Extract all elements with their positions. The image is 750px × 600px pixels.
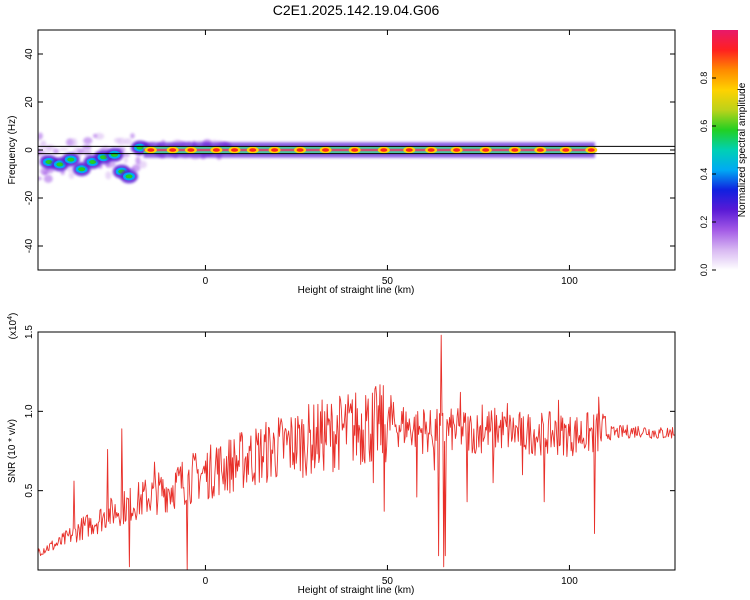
y-tick-label: 1.0 xyxy=(24,404,35,418)
x-tick-label: 50 xyxy=(382,576,394,587)
spectral-blob-core xyxy=(56,162,64,167)
spectral-noise-point xyxy=(52,148,60,155)
y-tick-label: -40 xyxy=(24,238,35,253)
colorbar: 0.0 0.2 0.4 0.6 0.8 Normalized spectral ampl… xyxy=(699,30,748,276)
spectral-noise-point xyxy=(46,144,55,151)
spectrogram-x-ticks: 0 50 100 xyxy=(203,30,578,287)
spectral-hotspot-core xyxy=(322,148,330,152)
spectral-hotspot-core xyxy=(147,148,155,152)
snr-series-line xyxy=(38,334,675,570)
y-tick-label: -20 xyxy=(24,190,35,205)
colorbar-tick-label: 0.0 xyxy=(699,264,709,277)
spectral-noise-point xyxy=(123,156,128,164)
y-tick-label: 0.5 xyxy=(24,483,35,497)
snr-y-axis-label: SNR (10 * v/v) xyxy=(7,419,18,483)
colorbar-label: Normalized spectral amplitude xyxy=(737,82,748,217)
snr-y-multiplier: (x104) xyxy=(7,313,19,340)
spectral-blob-core xyxy=(78,167,86,172)
colorbar-tick-label: 0.4 xyxy=(699,168,709,181)
colorbar-scale xyxy=(712,30,738,270)
spectral-hotspot-core xyxy=(212,148,220,152)
spectral-hotspot-core xyxy=(380,148,388,152)
spectral-noise-point xyxy=(43,174,53,183)
spectral-noise-point xyxy=(68,171,75,179)
spectral-hotspot-core xyxy=(453,148,461,152)
y-tick-label: 20 xyxy=(24,96,35,108)
spectral-noise-point xyxy=(77,148,85,155)
spectral-blob-core xyxy=(100,155,108,160)
y-tick-label: 0 xyxy=(24,147,35,153)
x-tick-label: 100 xyxy=(561,276,578,287)
spectral-hotspot-core xyxy=(482,148,490,152)
colorbar-tick-label: 0.8 xyxy=(699,72,709,85)
spectral-noise-point xyxy=(59,147,69,151)
y-tick-label: 40 xyxy=(24,48,35,60)
colorbar-tick-label: 0.2 xyxy=(699,216,709,229)
spectral-noise-point xyxy=(117,137,126,146)
spectral-blob-core xyxy=(125,174,133,179)
colorbar-tick-label: 0.6 xyxy=(699,120,709,133)
chart-title: C2E1.2025.142.19.04.G06 xyxy=(272,2,440,18)
snr-data xyxy=(38,334,675,570)
spectral-hotspot-core xyxy=(296,148,304,152)
spectral-hotspot-core xyxy=(511,148,519,152)
spectral-band-center xyxy=(143,148,595,152)
spectrogram-y-ticks: 40 20 0 -20 -40 xyxy=(24,48,675,253)
spectral-noise-point xyxy=(38,176,43,181)
spectral-hotspot-core xyxy=(351,148,359,152)
spectral-noise-point xyxy=(38,132,43,140)
x-tick-label: 0 xyxy=(203,576,209,587)
spectral-hotspot-core xyxy=(427,148,435,152)
spectral-blob-core xyxy=(45,160,53,164)
spectral-noise-point xyxy=(94,132,105,140)
spectral-hotspot-core xyxy=(187,148,195,152)
spectral-hotspot-core xyxy=(169,148,177,152)
spectrogram-panel: 0 50 100 40 20 0 -20 -40 Height of straight li… xyxy=(7,29,676,296)
x-tick-label: 50 xyxy=(382,276,394,287)
spectral-hotspot-core xyxy=(271,148,279,152)
snr-y-ticks: 0.5 1.0 1.5 xyxy=(24,325,675,498)
spectral-noise-point xyxy=(102,145,109,152)
snr-frame xyxy=(37,331,676,571)
x-tick-label: 0 xyxy=(203,276,209,287)
spectral-noise-point xyxy=(130,133,135,139)
spectral-noise-point xyxy=(41,140,46,145)
y-tick-label: 1.5 xyxy=(24,325,35,339)
spectral-noise-point xyxy=(84,147,92,157)
spectral-blob-core xyxy=(67,157,75,162)
spectral-noise-point xyxy=(93,134,98,138)
spectral-hotspot-core xyxy=(587,148,595,152)
spectral-hotspot-core xyxy=(562,148,570,152)
spectral-noise-point xyxy=(105,171,112,180)
spectral-hotspot-core xyxy=(536,148,544,152)
spectral-hotspot-core xyxy=(405,148,413,152)
spectral-noise-point xyxy=(138,160,147,169)
spectral-blob-core xyxy=(89,160,97,164)
spectral-noise-point xyxy=(132,164,141,173)
spectrogram-x-axis-label: Height of straight line (km) xyxy=(298,285,415,296)
spectrogram-y-axis-label: Frequency (Hz) xyxy=(7,116,18,185)
spectral-hotspot-core xyxy=(231,148,239,152)
colorbar-ticks: 0.0 0.2 0.4 0.6 0.8 xyxy=(699,72,716,277)
x-tick-label: 100 xyxy=(561,576,578,587)
spectral-noise-point xyxy=(83,137,93,145)
spectrogram-data xyxy=(38,132,675,184)
spectral-noise-point xyxy=(71,138,78,148)
spectral-noise-point xyxy=(40,167,49,176)
snr-panel: 0 50 100 0.5 1.0 1.5 Height of straight line… xyxy=(7,313,676,596)
spectral-noise-point xyxy=(124,138,132,145)
spectral-hotspot-core xyxy=(249,148,257,152)
snr-x-ticks: 0 50 100 xyxy=(203,332,578,587)
spectral-noise-point xyxy=(67,167,73,173)
snr-x-axis-label: Height of straight line (km) xyxy=(298,585,415,596)
spectral-noise-point xyxy=(135,156,141,165)
